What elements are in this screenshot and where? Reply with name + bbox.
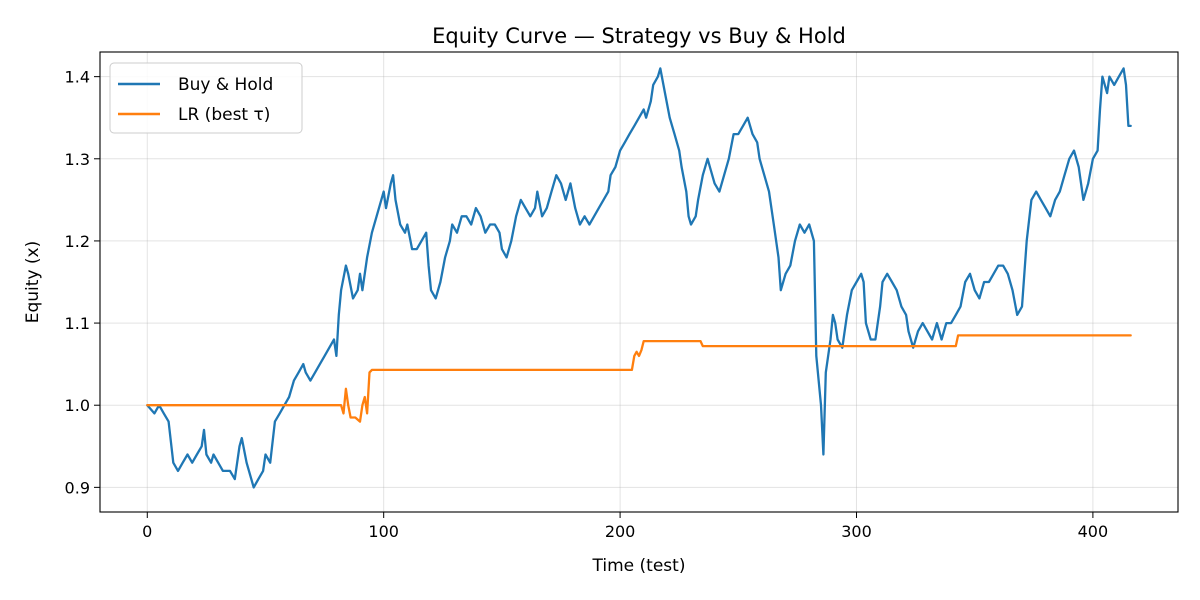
- series-lines: [146, 67, 1132, 489]
- series-line-buy-hold: [146, 67, 1132, 489]
- x-tick-label: 300: [841, 522, 872, 541]
- legend-label-buy-hold: Buy & Hold: [178, 75, 273, 95]
- x-tick-label: 200: [605, 522, 636, 541]
- y-tick-label: 1.1: [65, 314, 90, 333]
- legend-label-lr: LR (best τ): [178, 105, 270, 125]
- x-tick-label: 0: [142, 522, 152, 541]
- plot-frame: [99, 51, 1179, 513]
- x-tick-label: 400: [1078, 522, 1109, 541]
- x-tick-label: 100: [368, 522, 399, 541]
- y-axis-label: Equity (x): [23, 241, 43, 324]
- y-tick-label: 1.4: [65, 68, 90, 87]
- x-axis-label: Time (test): [592, 556, 686, 576]
- y-tick-label: 1.2: [65, 232, 90, 251]
- axis-ticks: 0 100 200 300 400 0.9 1.0 1.1 1.2 1.3 1.4: [65, 68, 1109, 541]
- legend-box: [109, 62, 303, 134]
- chart-title: Equity Curve — Strategy vs Buy & Hold: [432, 24, 846, 48]
- y-tick-label: 1.0: [65, 396, 90, 415]
- y-tick-label: 1.3: [65, 150, 90, 169]
- series-line-lr: [146, 334, 1132, 423]
- legend: Buy & Hold LR (best τ): [109, 62, 303, 134]
- y-tick-label: 0.9: [65, 478, 90, 497]
